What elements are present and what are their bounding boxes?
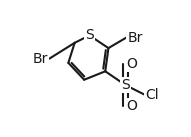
Text: S: S	[121, 78, 130, 92]
Text: S: S	[85, 28, 94, 42]
Text: Cl: Cl	[145, 88, 159, 102]
Text: Br: Br	[33, 52, 48, 66]
Text: O: O	[126, 99, 137, 113]
Text: O: O	[126, 57, 137, 71]
Text: Br: Br	[127, 31, 143, 45]
